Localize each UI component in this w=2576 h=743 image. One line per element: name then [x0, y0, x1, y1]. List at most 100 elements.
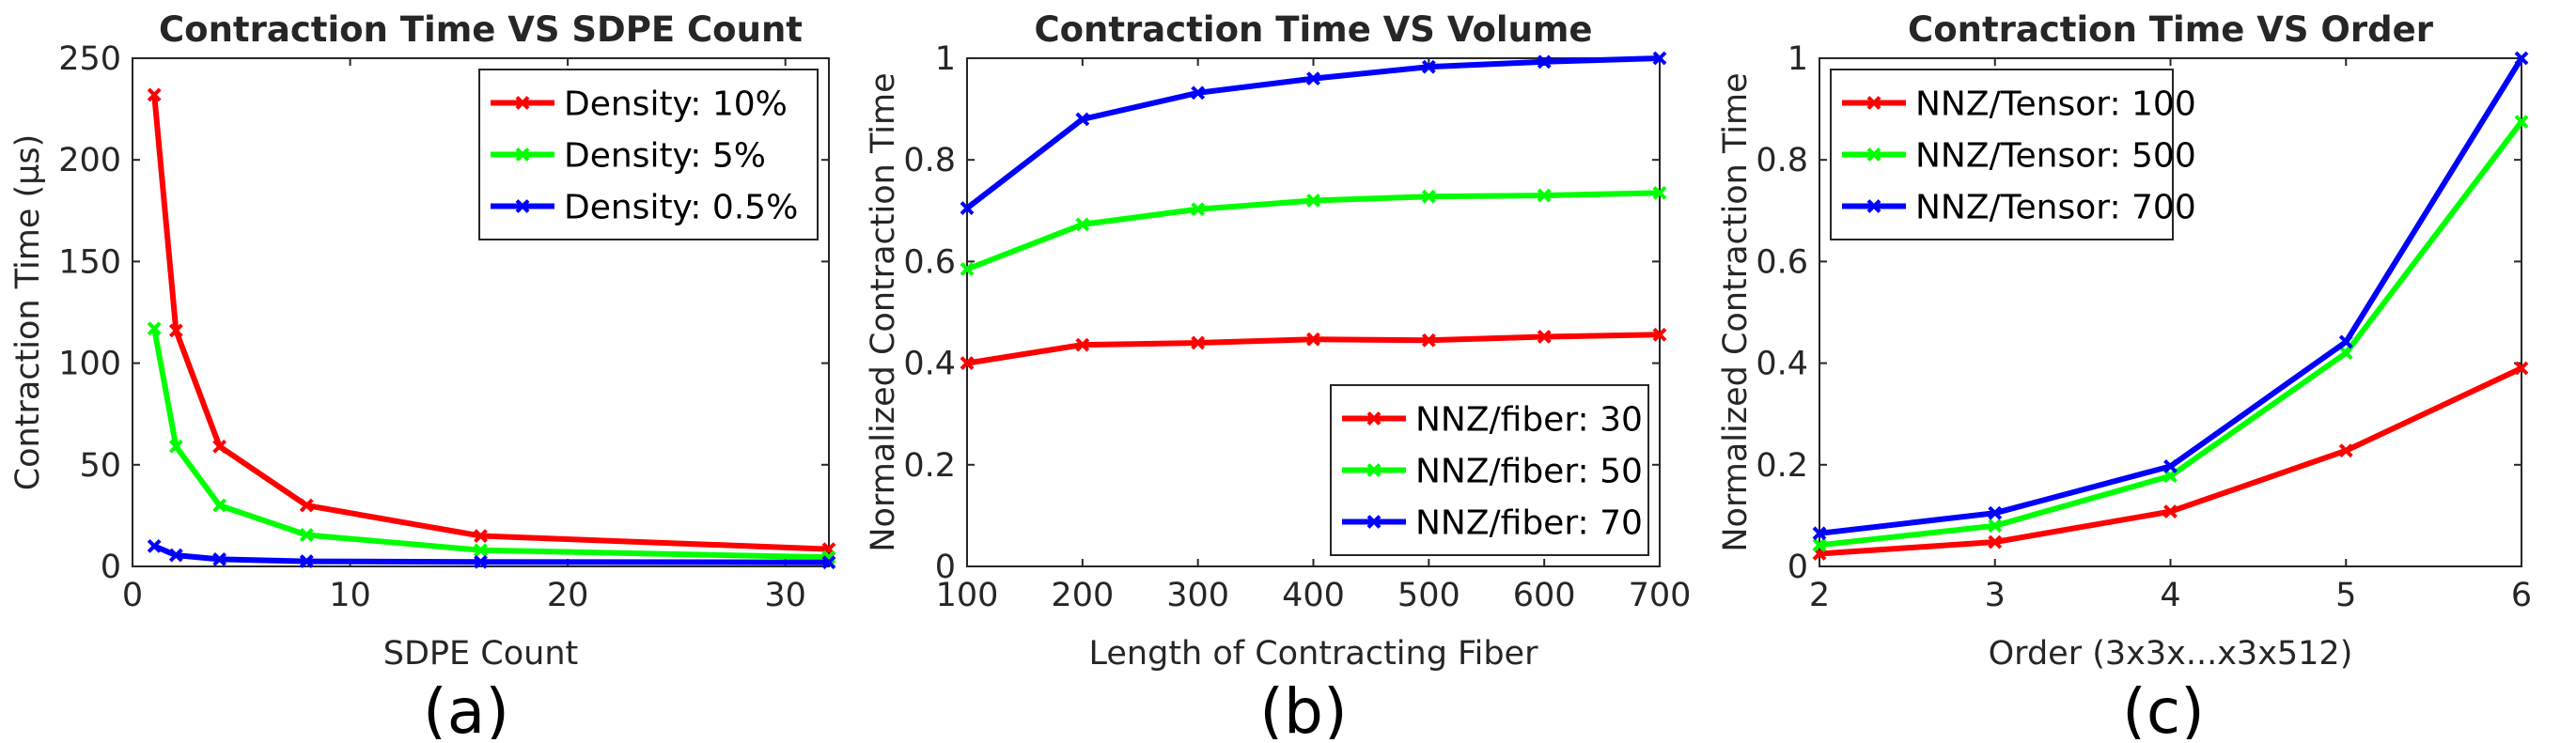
legend-marker: [1866, 147, 1881, 162]
legend-marker: [515, 96, 530, 110]
data-point: [2163, 504, 2178, 519]
y-axis-label: Contraction Time (µs): [9, 134, 47, 491]
data-point: [1421, 333, 1436, 348]
series-line-0: [151, 92, 832, 552]
x-tick-label: 6: [2511, 577, 2532, 614]
data-point: [1652, 327, 1667, 342]
legend-marker: [515, 147, 530, 162]
data-point: [212, 498, 227, 513]
data-point: [1306, 332, 1320, 347]
chart-panel-0: 0 10 20 30 0 50 100 150 200 250 Contraction Time V…: [9, 9, 836, 743]
y-tick-label: 0.6: [1756, 243, 1808, 281]
y-tick-label: 200: [58, 142, 121, 179]
legend-marker: [515, 199, 530, 213]
data-point: [474, 554, 488, 569]
data-point: [2514, 51, 2529, 66]
data-point: [1988, 519, 2003, 534]
data-point: [168, 548, 183, 563]
data-point: [2338, 346, 2353, 361]
x-tick-label: 700: [1629, 577, 1692, 614]
x-tick-label: 300: [1166, 577, 1229, 614]
series-line-1: [151, 325, 832, 561]
legend-marker: [1366, 463, 1382, 477]
chart-title: Contraction Time VS Order: [1908, 9, 2434, 50]
legend: Density: 10% Density: 5% Density: 0.5%: [478, 69, 819, 240]
y-tick-label: 0.2: [1756, 447, 1808, 485]
y-tick-label: 1: [935, 40, 956, 78]
x-tick-label: 4: [2160, 577, 2180, 614]
data-point: [1306, 71, 1320, 86]
data-point: [212, 439, 227, 454]
data-point: [2338, 443, 2353, 458]
legend: NNZ/Tensor: 100 NNZ/Tensor: 500 NNZ/Tensor…: [1830, 69, 2196, 240]
data-point: [1421, 189, 1436, 204]
data-point: [1652, 185, 1667, 200]
data-point: [2338, 334, 2353, 349]
data-point: [474, 529, 488, 543]
legend-label: NNZ/fiber: 70: [1415, 504, 1643, 543]
x-tick-label: 0: [122, 577, 143, 614]
y-tick-label: 0.4: [1756, 346, 1808, 383]
y-axis-label: Normalized Contraction Time: [1717, 72, 1755, 551]
y-tick-label: 0: [101, 549, 121, 586]
data-point: [299, 528, 314, 542]
y-tick-label: 0.4: [903, 346, 956, 383]
data-point: [1988, 505, 2003, 520]
x-tick-label: 5: [2335, 577, 2356, 614]
data-point: [1075, 217, 1090, 232]
x-tick-label: 600: [1513, 577, 1576, 614]
y-tick-label: 250: [58, 40, 121, 78]
data-point: [147, 538, 162, 553]
data-point: [2514, 361, 2529, 376]
legend-label: NNZ/fiber: 50: [1415, 453, 1643, 491]
data-point: [1537, 188, 1552, 203]
data-point: [147, 321, 162, 336]
y-tick-label: 50: [79, 447, 121, 485]
y-tick-label: 0.2: [903, 447, 956, 485]
data-point: [299, 498, 314, 513]
legend-label: NNZ/Tensor: 500: [1915, 137, 2196, 176]
legend-marker: [1366, 515, 1382, 529]
data-point: [960, 262, 975, 276]
x-axis-label: SDPE Count: [383, 635, 578, 673]
data-point: [1812, 537, 1827, 552]
x-tick-label: 400: [1282, 577, 1345, 614]
legend-marker: [1866, 199, 1881, 213]
panel-caption: (b): [1259, 675, 1347, 739]
legend-label: Density: 0.5%: [564, 189, 798, 227]
data-point: [1652, 51, 1667, 66]
y-tick-label: 0: [1788, 549, 1808, 586]
x-tick-label: 100: [936, 577, 999, 614]
legend-marker: [1866, 96, 1881, 110]
legend-box: [1330, 384, 1649, 556]
data-point: [1306, 193, 1320, 208]
data-point: [1988, 534, 2003, 550]
data-point: [168, 439, 183, 454]
data-point: [1537, 54, 1552, 70]
legend-marker: [1366, 411, 1382, 426]
data-point: [1075, 112, 1090, 127]
y-tick-label: 100: [58, 346, 121, 383]
data-point: [168, 323, 183, 338]
data-point: [1421, 59, 1436, 74]
x-tick-label: 2: [1809, 577, 1830, 614]
legend-label: NNZ/Tensor: 100: [1915, 85, 2196, 124]
data-point: [1537, 330, 1552, 344]
y-tick-label: 0.6: [903, 243, 956, 281]
data-point: [821, 555, 836, 570]
panel-caption: (c): [2122, 675, 2205, 739]
y-tick-label: 0.8: [1756, 142, 1808, 179]
data-point: [2163, 459, 2178, 473]
data-point: [1191, 335, 1206, 350]
chart-title: Contraction Time VS Volume: [1034, 9, 1592, 50]
chart-panel-2: 2 3 4 5 6 0 0.2 0.4 0.6 0.8 1 Contraction Time VS O…: [1717, 9, 2532, 743]
chart-title: Contraction Time VS SDPE Count: [159, 9, 803, 50]
data-point: [212, 552, 227, 566]
chart-panel-1: 100 200 300 400 500 600 700 0 0.2 0.4 0.6 0.8 1 Contr…: [865, 9, 1692, 743]
data-point: [1075, 337, 1090, 352]
data-point: [1191, 202, 1206, 217]
data-point: [960, 201, 975, 216]
legend-label: NNZ/Tensor: 700: [1915, 189, 2196, 227]
